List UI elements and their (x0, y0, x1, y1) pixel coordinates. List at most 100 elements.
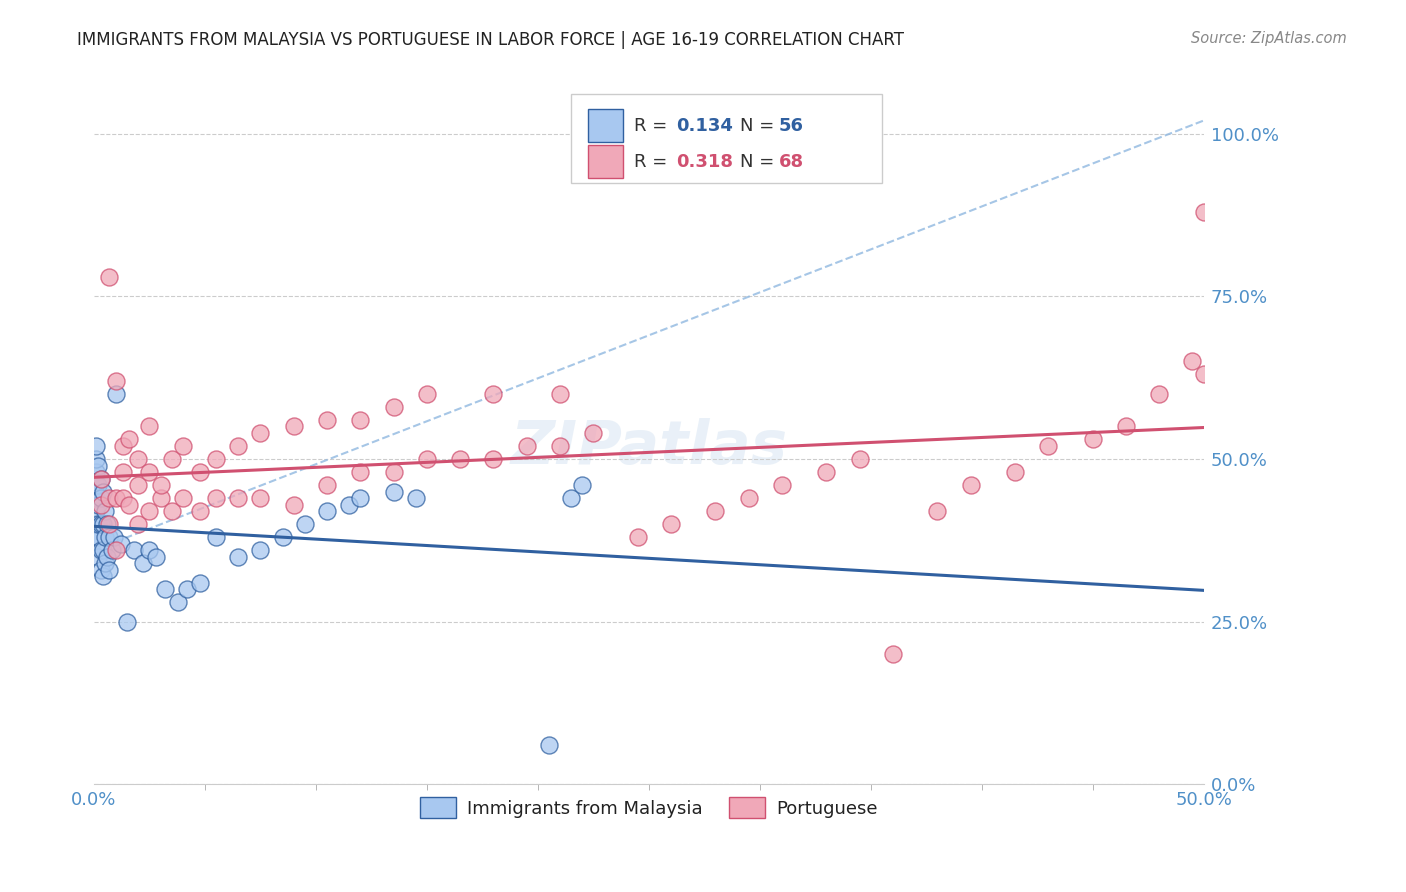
Point (94, 530, 117, 544)
Text: Source: ZipAtlas.com: Source: ZipAtlas.com (1191, 31, 1347, 46)
Point (516, 439, 538, 453)
Point (90, 498, 112, 512)
Point (111, 491, 134, 505)
Point (98, 563, 121, 577)
Point (91, 569, 114, 583)
Point (815, 465, 838, 479)
Point (105, 387, 128, 401)
Point (172, 439, 194, 453)
Text: N =: N = (740, 153, 780, 170)
Point (882, 647, 904, 661)
Point (382, 484, 405, 499)
Point (205, 491, 228, 505)
Point (337, 498, 360, 512)
Point (111, 465, 134, 479)
Point (249, 543, 271, 558)
Point (416, 452, 439, 467)
FancyBboxPatch shape (571, 94, 882, 183)
Text: R =: R = (634, 117, 673, 135)
Point (149, 491, 172, 505)
Point (105, 374, 128, 388)
Point (111, 439, 134, 453)
Point (149, 478, 172, 492)
Point (316, 478, 339, 492)
Point (98, 530, 121, 544)
Point (316, 413, 339, 427)
FancyBboxPatch shape (588, 145, 623, 178)
Point (283, 419, 305, 434)
Point (96, 549, 118, 564)
Point (172, 491, 194, 505)
Point (548, 387, 571, 401)
Point (205, 530, 228, 544)
Point (226, 549, 249, 564)
Point (84, 452, 107, 467)
Point (190, 575, 212, 590)
Text: R =: R = (634, 153, 673, 170)
Point (87, 549, 110, 564)
Point (271, 530, 294, 544)
Point (90, 471, 112, 485)
Point (1192, 204, 1215, 219)
Point (138, 543, 160, 558)
Text: N =: N = (740, 117, 780, 135)
Point (548, 439, 571, 453)
Point (138, 504, 160, 518)
Point (1115, 419, 1137, 434)
Point (848, 452, 870, 467)
Point (349, 413, 371, 427)
Point (90, 517, 112, 532)
Point (100, 543, 122, 558)
Point (98, 517, 121, 532)
Point (627, 530, 650, 544)
Point (84, 504, 107, 518)
Point (105, 491, 128, 505)
Point (405, 491, 427, 505)
Point (160, 452, 183, 467)
Point (91, 484, 114, 499)
Point (249, 425, 271, 440)
Point (87, 458, 110, 473)
Point (737, 491, 759, 505)
Point (127, 517, 149, 532)
Point (416, 387, 439, 401)
Point (84, 530, 107, 544)
Point (145, 549, 167, 564)
Point (94, 504, 117, 518)
Point (382, 400, 405, 414)
Point (704, 504, 727, 518)
Point (87, 530, 110, 544)
Point (132, 556, 155, 570)
Point (90, 543, 112, 558)
Text: 0.134: 0.134 (676, 117, 734, 135)
Point (1038, 439, 1060, 453)
Point (226, 491, 249, 505)
Point (1147, 387, 1170, 401)
Point (98, 269, 121, 284)
Point (449, 452, 471, 467)
Point (582, 425, 605, 440)
Point (294, 517, 316, 532)
Point (90, 471, 112, 485)
Point (98, 491, 121, 505)
Text: 0.318: 0.318 (676, 153, 734, 170)
Point (1081, 433, 1104, 447)
Text: 56: 56 (779, 117, 804, 135)
Point (1192, 368, 1215, 382)
Point (84, 465, 107, 479)
Point (115, 615, 138, 629)
Point (87, 517, 110, 532)
Point (122, 543, 145, 558)
Point (316, 504, 339, 518)
Point (349, 491, 371, 505)
Point (105, 543, 128, 558)
Point (87, 478, 110, 492)
Point (249, 491, 271, 505)
Point (571, 478, 593, 492)
Text: ZIPatlas: ZIPatlas (510, 418, 787, 477)
Point (87, 498, 110, 512)
Point (84, 478, 107, 492)
Point (205, 452, 228, 467)
Point (127, 452, 149, 467)
Point (96, 517, 118, 532)
